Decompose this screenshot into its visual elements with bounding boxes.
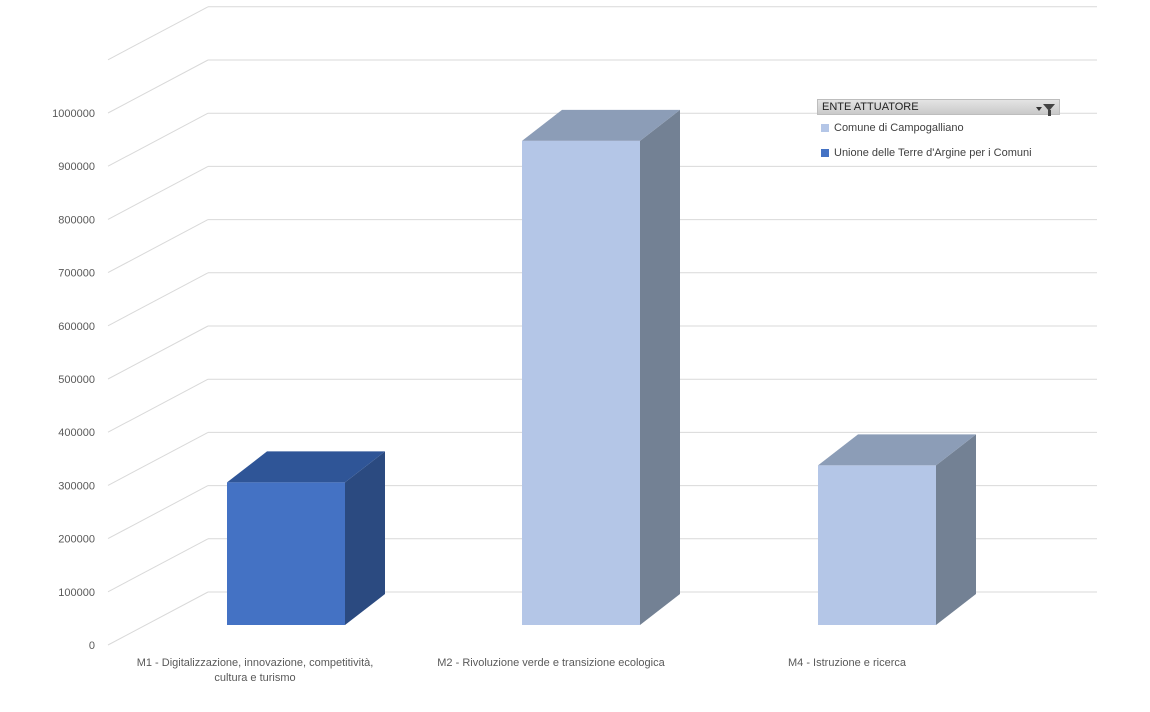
- x-category-label: M4 - Istruzione e ricerca: [788, 657, 907, 669]
- y-axis-ticks: 0 100000 200000 300000 400000 500000 600000 700…: [52, 108, 95, 652]
- chevron-down-icon: [1036, 107, 1042, 111]
- gridline-side: [107, 112, 209, 167]
- gridline-side: [107, 6, 209, 61]
- bar-side: [936, 434, 976, 625]
- legend-swatch: [821, 148, 829, 157]
- funnel-icon: [1043, 103, 1055, 116]
- y-tick-label: 100000: [58, 587, 95, 599]
- y-tick-label: 600000: [58, 321, 95, 333]
- gridline-side: [107, 378, 209, 433]
- legend-item-campogalliano[interactable]: Comune di Campogalliano: [817, 115, 1060, 140]
- bar-front: [227, 482, 345, 625]
- x-category-label: M2 - Rivoluzione verde e transizione eco…: [437, 657, 665, 669]
- category-labels: M1 - Digitalizzazione, innovazione, comp…: [137, 657, 907, 684]
- bar-0-1: [227, 451, 385, 625]
- y-tick-label: 700000: [58, 268, 95, 280]
- gridline-side: [107, 538, 209, 593]
- y-tick-label: 500000: [58, 374, 95, 386]
- gridline-side: [107, 431, 209, 486]
- bar-front: [818, 465, 936, 625]
- bar-top: [227, 451, 385, 483]
- y-tick-label: 300000: [58, 480, 95, 492]
- x-category-label: cultura e turismo: [214, 672, 295, 684]
- legend-label: Comune di Campogalliano: [834, 121, 964, 134]
- gridline-side: [107, 591, 209, 646]
- bar-2-0: [818, 434, 976, 625]
- gridline-side: [107, 272, 209, 327]
- filter-funnel-icon[interactable]: [1036, 103, 1055, 116]
- bar-side: [640, 109, 680, 625]
- bars: [227, 109, 976, 625]
- y-tick-label: 200000: [58, 534, 95, 546]
- bar-front: [522, 140, 640, 625]
- legend-item-unione[interactable]: Unione delle Terre d'Argine per i Comuni: [817, 140, 1060, 165]
- bar-top: [818, 434, 976, 466]
- y-tick-label: 800000: [58, 214, 95, 226]
- bar-1-0: [522, 109, 680, 625]
- y-tick-label: 900000: [58, 161, 95, 173]
- legend-swatch: [821, 123, 829, 132]
- legend-header-label: ENTE ATTUATORE: [822, 101, 919, 113]
- y-tick-label: 0: [89, 640, 95, 652]
- x-category-label: M1 - Digitalizzazione, innovazione, comp…: [137, 657, 374, 669]
- bar-side: [345, 451, 385, 625]
- gridline-side: [107, 59, 209, 114]
- y-tick-label: 400000: [58, 427, 95, 439]
- gridline-side: [107, 165, 209, 220]
- legend-header[interactable]: ENTE ATTUATORE: [817, 99, 1060, 116]
- legend: ENTE ATTUATORE Comune di Campogalliano U…: [817, 99, 1060, 165]
- gridline-side: [107, 325, 209, 380]
- gridline-side: [107, 219, 209, 274]
- gridline-side: [107, 485, 209, 540]
- bar-top: [522, 109, 680, 141]
- y-tick-label: 1000000: [52, 108, 95, 120]
- legend-label: Unione delle Terre d'Argine per i Comuni: [834, 146, 1032, 159]
